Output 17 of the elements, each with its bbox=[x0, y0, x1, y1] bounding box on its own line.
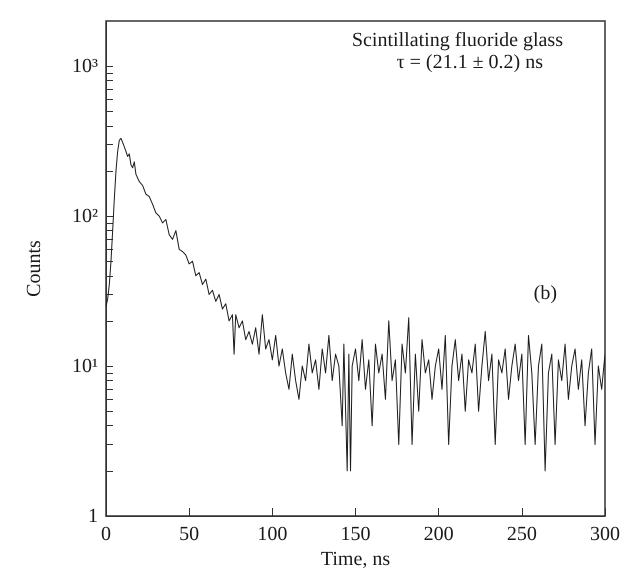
y-axis-title: Counts bbox=[23, 240, 45, 297]
y-tick-label: 10³ bbox=[72, 55, 98, 78]
line-series bbox=[106, 138, 606, 472]
x-axis-title: Time, ns bbox=[320, 548, 390, 570]
y-tick-label: 10² bbox=[72, 205, 98, 228]
x-tick-label: 250 bbox=[506, 523, 537, 545]
x-tick-label: 150 bbox=[340, 523, 370, 545]
x-tick-label: 200 bbox=[424, 523, 454, 545]
annotation: τ = (21.1 ± 0.2) ns bbox=[396, 51, 544, 73]
annotation: Scintillating fluoride glass bbox=[352, 29, 564, 51]
x-tick-label: 300 bbox=[590, 523, 620, 545]
annotation: (b) bbox=[534, 282, 558, 304]
y-tick-label: 1 bbox=[88, 505, 98, 527]
x-tick-label: 100 bbox=[257, 523, 288, 545]
x-tick-label: 50 bbox=[179, 523, 200, 545]
x-tick-label: 0 bbox=[101, 523, 111, 545]
y-tick-label: 10¹ bbox=[72, 355, 98, 378]
